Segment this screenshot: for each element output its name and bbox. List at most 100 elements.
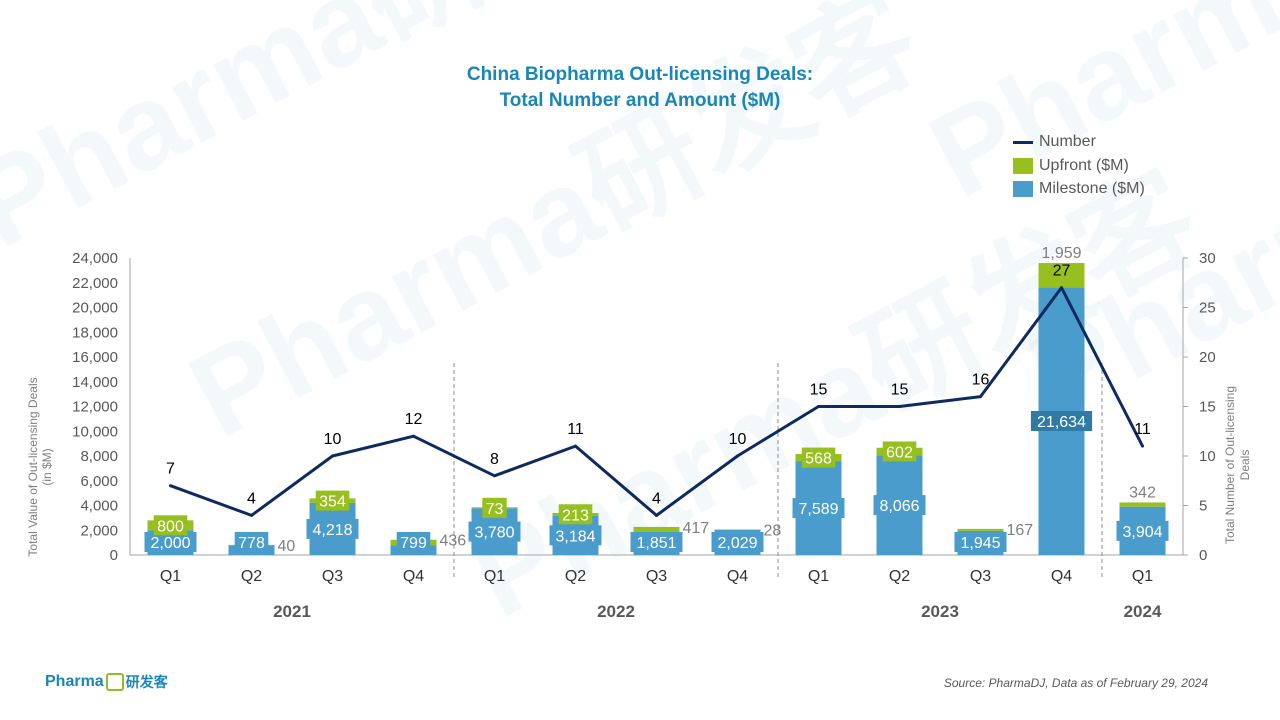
- upfront-label: 28: [764, 523, 782, 540]
- number-point: [898, 405, 901, 408]
- y-tick-label: 10,000: [72, 423, 118, 440]
- milestone-label: 3,904: [1122, 524, 1162, 541]
- number-label: 11: [567, 421, 584, 438]
- milestone-label: 799: [400, 535, 427, 552]
- upfront-label: 1,959: [1041, 245, 1081, 262]
- upfront-label-bg: [882, 441, 917, 462]
- y-axis-title-units: (in $M): [40, 448, 54, 485]
- bar-upfront: [1119, 502, 1166, 507]
- number-point: [250, 513, 253, 517]
- x-tick-label: Q3: [646, 568, 667, 585]
- y2-tick-label: 20: [1199, 349, 1216, 366]
- legend-milestone-swatch: [1013, 181, 1033, 197]
- legend-upfront: Upfront ($M): [1013, 157, 1129, 175]
- upfront-label: 354: [319, 494, 346, 511]
- year-label: 2023: [921, 602, 959, 621]
- y-tick-label: 16,000: [72, 349, 118, 366]
- milestone-label-bg: [711, 532, 764, 552]
- number-label: 10: [729, 431, 747, 448]
- y2-axis-title: Total Number of Out-licensing: [1223, 386, 1237, 544]
- year-label: 2024: [1124, 602, 1162, 621]
- upfront-label: 602: [886, 444, 913, 461]
- number-label: 4: [652, 490, 661, 507]
- number-point: [1141, 444, 1144, 448]
- y-tick-label: 24,000: [72, 250, 118, 267]
- milestone-label-bg: [630, 532, 683, 552]
- y2-tick-label: 0: [1199, 547, 1207, 564]
- y-tick-label: 22,000: [72, 275, 118, 292]
- upfront-label: 800: [157, 518, 184, 535]
- milestone-label: 2,000: [150, 535, 190, 552]
- bar-upfront: [714, 529, 761, 531]
- milestone-label-bg: [144, 532, 197, 552]
- logo-cn: 研发客: [125, 674, 168, 690]
- milestone-label-bg: [954, 532, 1007, 552]
- y-tick-label: 2,000: [80, 522, 118, 539]
- number-label: 15: [891, 382, 909, 399]
- x-tick-label: Q3: [970, 568, 991, 585]
- milestone-label-bg: [396, 532, 431, 552]
- upfront-label: 436: [440, 533, 467, 550]
- milestone-label: 3,780: [474, 525, 514, 542]
- upfront-label: 167: [1007, 522, 1034, 539]
- legend-milestone-label: Milestone ($M): [1039, 180, 1145, 197]
- milestone-label: 778: [238, 535, 265, 552]
- logo-text: Pharma: [45, 673, 104, 690]
- legend-upfront-swatch: [1013, 158, 1033, 174]
- year-label: 2022: [597, 602, 635, 621]
- x-tick-label: Q2: [565, 568, 586, 585]
- x-tick-label: Q1: [484, 568, 505, 585]
- number-label: 7: [166, 461, 175, 478]
- number-point: [331, 454, 334, 458]
- upfront-label: 213: [562, 507, 589, 524]
- x-tick-label: Q4: [727, 568, 748, 585]
- number-point: [169, 484, 172, 488]
- y-tick-label: 14,000: [72, 374, 118, 391]
- milestone-label: 8,066: [879, 498, 919, 515]
- number-label: 15: [810, 382, 828, 399]
- milestone-label-bg: [792, 498, 845, 519]
- upfront-label: 40: [278, 538, 296, 555]
- y-tick-label: 4,000: [80, 498, 118, 515]
- upfront-label-bg: [801, 447, 836, 468]
- number-label: 4: [247, 490, 256, 507]
- upfront-label: 568: [805, 451, 832, 468]
- milestone-label: 21,634: [1037, 414, 1086, 431]
- bar-upfront: [633, 526, 680, 533]
- chart-title-line1: China Biopharma Out-licensing Deals:: [466, 64, 814, 85]
- y-tick-label: 12,000: [72, 399, 118, 416]
- y-axis-title: Total Value of Out-licensing Deals: [26, 377, 40, 556]
- pharmadj-logo: Pharma 研发客: [45, 672, 168, 692]
- milestone-label: 1,851: [636, 535, 676, 552]
- upfront-label-bg: [315, 490, 350, 511]
- y-tick-label: 18,000: [72, 324, 118, 341]
- upfront-label-bg: [153, 515, 188, 536]
- y2-tick-label: 10: [1199, 448, 1216, 465]
- upfront-label: 417: [683, 520, 710, 537]
- legend-number-line: [1013, 140, 1033, 144]
- number-label: 11: [1134, 421, 1151, 438]
- milestone-label-bg: [549, 525, 602, 546]
- number-point: [655, 513, 658, 517]
- y2-tick-label: 30: [1199, 250, 1216, 267]
- x-tick-label: Q4: [403, 568, 424, 585]
- upfront-label: 73: [486, 501, 504, 518]
- upfront-label-bg: [558, 504, 593, 525]
- upfront-label: 342: [1129, 484, 1156, 501]
- number-label: 8: [490, 451, 499, 468]
- x-tick-label: Q1: [160, 568, 181, 585]
- number-point: [817, 405, 820, 408]
- y2-tick-label: 25: [1199, 300, 1216, 317]
- milestone-label-bg: [873, 495, 926, 516]
- x-tick-label: Q1: [1132, 568, 1153, 585]
- number-label: 27: [1053, 263, 1071, 280]
- milestone-label: 7,589: [798, 501, 838, 518]
- number-point: [736, 454, 739, 458]
- x-tick-label: Q3: [322, 568, 343, 585]
- chart-title-line2: Total Number and Amount ($M): [499, 90, 781, 111]
- legend-milestone: Milestone ($M): [1013, 180, 1145, 198]
- year-label: 2021: [273, 602, 311, 621]
- milestone-label-bg: [234, 532, 269, 552]
- number-label: 10: [324, 431, 342, 448]
